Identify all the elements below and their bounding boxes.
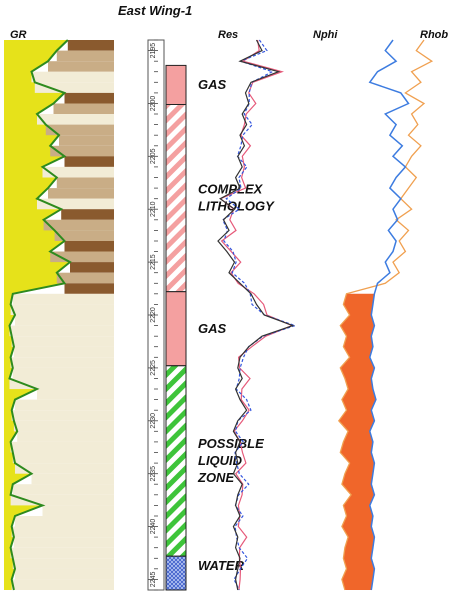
gr-shale-band <box>10 547 115 559</box>
gr-shale-band <box>64 283 114 294</box>
gr-shale-band <box>54 230 114 241</box>
depth-tick-label: 2195 <box>150 43 157 59</box>
gr-shale-band <box>59 135 114 146</box>
gr-shale-band <box>43 219 114 231</box>
zone-label: POSSIBLE LIQUID ZONE <box>197 436 264 485</box>
gr-shale-band <box>67 40 114 51</box>
zone-column: GAS COMPLEX LITHOLOGY GAS POSSIBLE LIQUID ZONE… <box>165 64 275 591</box>
gr-shale-band <box>10 357 115 368</box>
gr-shale-band <box>11 336 115 347</box>
gr-shale-band <box>50 145 114 157</box>
gr-shale-band <box>42 166 114 178</box>
gr-shale-band <box>9 325 114 337</box>
gr-shale-band <box>11 410 115 421</box>
res-track-label: Res <box>218 29 238 41</box>
gr-shale-band <box>10 304 115 315</box>
gr-track <box>4 39 115 591</box>
gr-shale-band <box>15 399 114 411</box>
depth-tick-label: 2225 <box>150 360 157 376</box>
depth-tick-label: 2245 <box>150 572 157 588</box>
gr-shale-band <box>50 251 114 263</box>
gr-shale-band <box>10 494 115 506</box>
gr-shale-band <box>9 378 114 390</box>
gr-shale-band <box>70 262 114 273</box>
gr-shale-band <box>34 82 114 93</box>
nphi-curve <box>368 39 410 591</box>
gr-shale-band <box>48 61 114 72</box>
gr-shale-band <box>56 50 114 62</box>
gr-shale-band <box>17 431 115 442</box>
zone-box <box>165 365 187 557</box>
chart-title: East Wing-1 <box>118 3 192 18</box>
gr-shale-band <box>13 420 114 432</box>
gr-shale-band <box>12 293 114 305</box>
gr-shale-band <box>64 156 114 167</box>
gr-shale-band <box>13 346 114 358</box>
gr-shale-band <box>37 198 114 210</box>
res-medium-curve <box>219 39 294 591</box>
zone-box <box>165 64 187 105</box>
depth-tick-label: 2230 <box>150 413 157 429</box>
depth-tick-label: 2210 <box>150 201 157 217</box>
zone-label: COMPLEX LITHOLOGY <box>198 182 275 214</box>
depth-tick-label: 2240 <box>150 519 157 535</box>
gr-shale-band <box>56 272 114 284</box>
zone-box <box>165 555 187 591</box>
zone-label: WATER <box>198 558 245 573</box>
resistivity-track <box>217 39 297 591</box>
gr-shale-band <box>15 516 114 527</box>
gr-shale-band <box>31 473 114 485</box>
gr-shale-band <box>15 315 114 326</box>
gr-shale-band <box>56 177 114 189</box>
zone-label: GAS <box>198 77 227 92</box>
gr-shale-band <box>48 188 114 199</box>
zone-box <box>165 104 187 293</box>
crossover-fill <box>338 293 376 590</box>
gr-shale-band <box>11 526 115 538</box>
rhob-track-label: Rhob <box>420 29 448 41</box>
gr-shale-band <box>37 114 114 125</box>
gr-shale-band <box>13 537 114 548</box>
depth-tick-label: 2205 <box>150 148 157 164</box>
gr-shale-band <box>12 452 114 464</box>
depth-tick-label: 2200 <box>150 96 157 112</box>
gr-shale-band <box>45 124 114 136</box>
gr-shale-band <box>10 441 115 453</box>
rhob-curve <box>337 39 434 591</box>
gr-shale-band <box>15 463 114 474</box>
zone-box <box>165 291 187 367</box>
gr-shale-band <box>15 568 114 580</box>
nphi-track-label: Nphi <box>313 29 338 41</box>
depth-track: 2195 2200 2205 2210 2215 2220 2225 2230 2235 2240… <box>147 39 165 591</box>
gr-shale-band <box>37 389 114 400</box>
gr-shale-band <box>11 579 115 590</box>
depth-tick-label: 2235 <box>150 466 157 482</box>
gr-shale-band <box>42 505 114 516</box>
res-deep-curve <box>217 39 295 591</box>
zone-label: GAS <box>198 321 227 336</box>
gr-shale-band <box>12 367 114 379</box>
gr-shale-band <box>64 92 114 104</box>
res-shallow-curve <box>222 39 297 591</box>
gr-curve <box>8 39 72 591</box>
gr-track-label: GR <box>10 29 27 41</box>
gr-shale-band <box>64 241 114 252</box>
gr-shale-band <box>12 484 114 495</box>
density-neutron-track <box>337 39 434 591</box>
gr-shale-band <box>61 209 114 220</box>
gr-shale-band <box>31 71 114 83</box>
depth-tick-label: 2220 <box>150 307 157 323</box>
gr-shale-band <box>53 103 114 115</box>
gr-shale-band <box>12 558 114 569</box>
depth-tick-label: 2215 <box>150 254 157 270</box>
